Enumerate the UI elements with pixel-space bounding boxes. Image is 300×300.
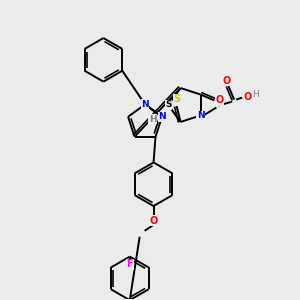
Text: H: H (252, 90, 258, 99)
Text: H: H (149, 115, 156, 124)
Text: N: N (158, 112, 166, 121)
Text: O: O (215, 95, 224, 105)
Text: N: N (197, 111, 204, 120)
Text: O: O (149, 216, 158, 226)
Text: O: O (244, 92, 252, 102)
Text: S: S (173, 94, 180, 104)
Text: F: F (127, 260, 133, 269)
Text: O: O (222, 76, 230, 86)
Text: N: N (141, 100, 149, 109)
Text: S: S (165, 100, 172, 109)
